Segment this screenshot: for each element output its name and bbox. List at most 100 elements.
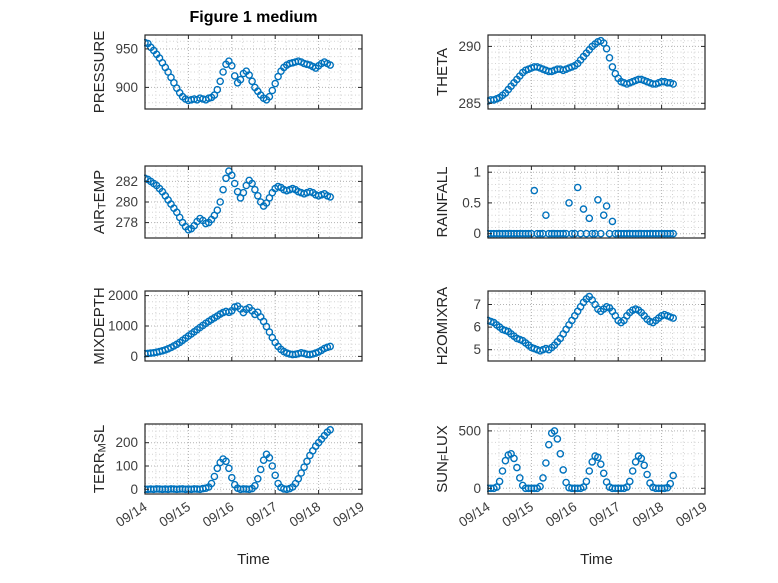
data-points	[487, 36, 678, 105]
y-tick-label: 278	[115, 215, 138, 230]
tick-marks	[144, 166, 363, 238]
subplot-sun-flux: 0 500 09/14 09/15 09/16 09/17 09/18 09/19 SUNFLU…	[434, 423, 710, 530]
major-grid	[144, 35, 363, 109]
x-tick-label: 09/19	[673, 499, 710, 530]
tick-marks	[144, 35, 363, 109]
axes-box	[487, 423, 706, 495]
y-tick-label: 1	[473, 165, 481, 180]
y-axis-label: AIRTEMP	[91, 170, 109, 234]
data-point	[230, 179, 239, 188]
data-point	[222, 457, 230, 466]
y-tick-label: 200	[115, 435, 138, 450]
data-point	[219, 185, 227, 194]
x-tick-label: 09/16	[543, 499, 580, 530]
data-point	[553, 435, 562, 443]
data-point	[294, 474, 303, 483]
data-point	[326, 342, 335, 351]
tick-marks	[487, 166, 706, 238]
data-point	[300, 463, 308, 472]
data-point	[559, 466, 568, 474]
data-points	[487, 292, 678, 355]
data-point	[637, 454, 646, 463]
y-axis-label: RAINFALL	[434, 167, 451, 238]
data-point	[227, 171, 236, 180]
data-point	[253, 474, 262, 483]
axes-box	[144, 34, 363, 110]
data-point	[597, 229, 605, 238]
data-point	[594, 453, 602, 462]
axes-box	[487, 165, 706, 239]
data-point	[602, 44, 611, 53]
data-point	[271, 471, 280, 480]
y-tick-label: 5	[473, 342, 481, 357]
data-point	[253, 191, 262, 200]
data-points	[144, 302, 335, 359]
data-point	[297, 469, 306, 477]
data-point	[303, 457, 311, 466]
data-point	[492, 483, 501, 491]
figure-title: Figure 1 medium	[189, 9, 318, 26]
y-tick-label: 6	[473, 320, 481, 335]
data-point	[501, 456, 510, 465]
y-tick-label: 500	[458, 423, 481, 438]
y-tick-label: 100	[115, 459, 138, 474]
data-point	[602, 202, 611, 210]
data-point	[599, 39, 608, 47]
x-tick-label: 09/18	[287, 499, 324, 530]
data-point	[271, 79, 280, 88]
y-tick-label: 0.5	[462, 195, 481, 210]
data-point	[608, 63, 617, 71]
data-point	[594, 195, 602, 204]
data-point	[559, 229, 568, 238]
y-tick-label: 0	[473, 226, 481, 241]
y-axis-label: SUNFLUX	[434, 425, 452, 493]
data-point	[605, 54, 614, 62]
data-point	[326, 425, 335, 434]
data-point	[239, 188, 248, 197]
data-point	[565, 199, 573, 207]
data-point	[669, 314, 678, 322]
data-point	[265, 453, 274, 462]
tick-marks	[487, 291, 706, 361]
axes-box	[487, 290, 706, 362]
major-grid	[487, 291, 706, 361]
data-point	[213, 464, 222, 473]
data-point	[495, 477, 504, 486]
data-point	[245, 71, 253, 79]
data-point	[248, 179, 256, 188]
data-point	[585, 467, 594, 475]
data-point	[513, 463, 521, 472]
data-point	[268, 86, 277, 95]
data-point	[669, 471, 678, 480]
y-tick-label: 2000	[108, 288, 138, 303]
data-point	[550, 427, 559, 435]
data-point	[516, 474, 524, 482]
data-point	[225, 464, 233, 473]
data-point	[210, 472, 219, 481]
subplot-pressure: 900 950 PRESSURE	[91, 31, 363, 114]
y-axis-label: PRESSURE	[91, 31, 108, 114]
y-tick-label: 900	[115, 80, 138, 95]
data-point	[666, 479, 675, 488]
x-tick-label: 09/15	[157, 499, 194, 530]
subplot-air-temp: 278 280 282 AIRTEMP	[91, 165, 363, 239]
data-point	[265, 92, 274, 101]
data-point	[579, 205, 588, 213]
data-point	[545, 440, 553, 449]
y-tick-label: 285	[458, 96, 481, 111]
data-point	[326, 61, 335, 69]
subplot-h2omixra: 5 6 7 H2OMIXRA	[434, 287, 706, 365]
data-point	[588, 458, 597, 466]
data-point	[623, 483, 631, 491]
y-tick-label: 7	[473, 297, 481, 312]
data-points	[487, 427, 678, 493]
data-point	[669, 229, 678, 238]
data-point	[626, 477, 634, 486]
data-point	[599, 469, 608, 478]
data-point	[568, 229, 576, 238]
tick-marks	[144, 291, 363, 361]
data-point	[213, 85, 222, 94]
data-points	[144, 425, 335, 494]
x-tick-label: 09/17	[586, 499, 623, 530]
